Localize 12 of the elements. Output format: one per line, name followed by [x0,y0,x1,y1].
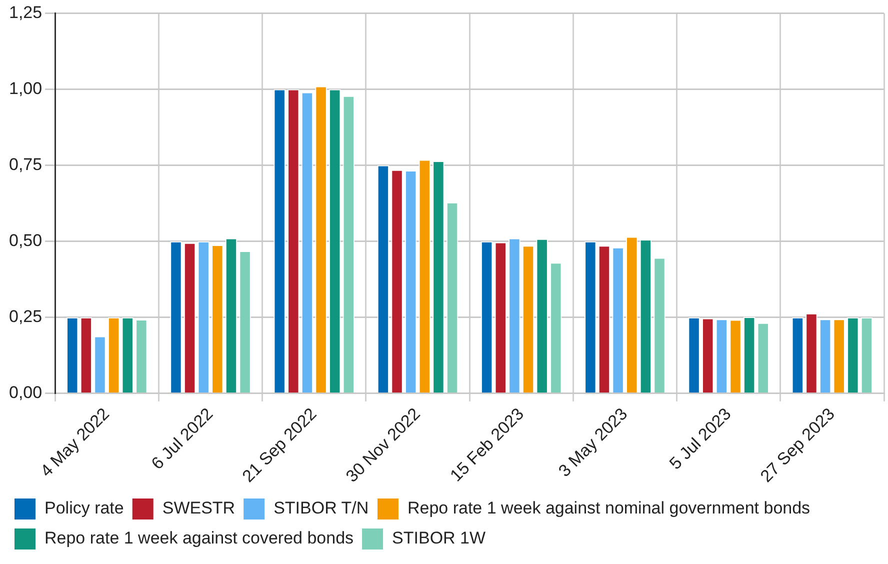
legend-label: Policy rate [44,498,124,518]
legend-label: STIBOR 1W [392,528,486,548]
y-tick-label: 0,25 [8,307,42,326]
y-tick-label: 0,00 [8,383,42,402]
legend-label: Repo rate 1 week against nominal government bonds [407,498,810,518]
y-tick-label: 0,75 [8,154,42,174]
y-tick-label: 0,50 [8,231,42,250]
y-tick-label: 1,25 [8,2,42,22]
legend-label: STIBOR T/N [274,498,369,518]
legend-label: Repo rate 1 week against covered bonds [44,528,354,548]
legend-label: SWESTR [162,498,236,518]
y-tick-label: 1,00 [8,78,42,98]
